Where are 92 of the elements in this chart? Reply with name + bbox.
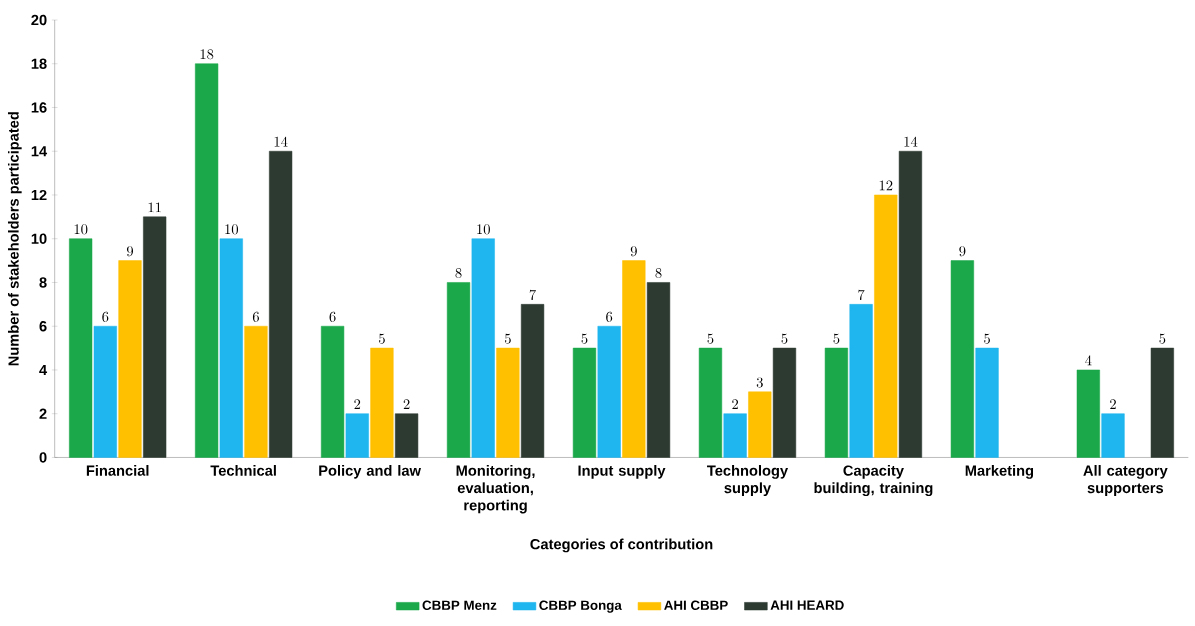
bar — [345, 413, 369, 458]
data-label: 8 — [455, 268, 462, 279]
data-label: 6 — [102, 312, 109, 323]
bar — [748, 391, 772, 458]
data-label: 7 — [529, 290, 536, 301]
data-label: 10 — [225, 224, 239, 235]
bar — [849, 304, 873, 458]
bar — [898, 151, 923, 458]
legend-label: CBBP Bonga — [539, 600, 622, 613]
bar — [446, 282, 471, 458]
data-label: 5 — [581, 333, 588, 344]
x-tick-label: Technology supply — [707, 465, 789, 497]
legend-label: AHI CBBP — [664, 600, 728, 611]
x-tick-label: Policy and law — [319, 465, 421, 479]
data-label: 6 — [252, 312, 259, 323]
y-axis-title: Number of stakeholders participated — [7, 112, 22, 366]
data-label: 5 — [833, 333, 840, 344]
y-tick-label: 18 — [31, 58, 47, 70]
x-tick-label: Input supply — [578, 465, 666, 479]
bar — [93, 326, 117, 458]
y-tick-label: 10 — [31, 233, 47, 245]
x-tick-label: Marketing — [965, 465, 1034, 480]
data-label: 9 — [959, 246, 966, 257]
y-tick-label: 8 — [39, 277, 47, 288]
bar — [597, 326, 621, 458]
y-tick-label: 2 — [39, 408, 47, 420]
data-label: 10 — [477, 224, 490, 235]
bar — [772, 348, 797, 458]
data-label: 5 — [781, 333, 788, 344]
bar — [496, 348, 520, 458]
bar — [1076, 369, 1100, 458]
data-label: 5 — [1159, 333, 1166, 344]
legend-label: CBBP Menz — [422, 600, 497, 611]
bar — [1101, 413, 1125, 458]
bar — [69, 238, 93, 458]
data-label: 2 — [1110, 399, 1116, 410]
bar — [520, 304, 545, 458]
y-tick-label: 6 — [39, 321, 47, 332]
data-label: 4 — [1085, 355, 1092, 366]
bar — [395, 413, 419, 458]
data-label: 5 — [504, 333, 511, 344]
bar — [698, 348, 723, 458]
data-label: 2 — [403, 399, 410, 410]
data-label: 11 — [148, 202, 161, 213]
bar — [622, 260, 646, 458]
bar — [195, 63, 219, 458]
bar — [118, 260, 142, 458]
data-label: 14 — [274, 136, 288, 147]
bar — [1150, 348, 1174, 458]
data-label: 3 — [756, 377, 763, 388]
y-tick-label: 20 — [31, 15, 47, 26]
data-label: 5 — [379, 333, 385, 344]
bar — [723, 413, 747, 458]
data-label: 18 — [200, 49, 214, 60]
bar — [269, 151, 293, 458]
x-tick-label: Monitoring, evaluation, reporting — [456, 465, 535, 514]
data-label: 12 — [879, 180, 893, 191]
bar — [824, 348, 849, 458]
bar — [975, 348, 999, 458]
data-label: 2 — [732, 399, 739, 410]
data-label: 5 — [984, 333, 990, 344]
x-axis-title: Categories of contribution — [530, 538, 713, 553]
data-label: 7 — [858, 290, 865, 301]
data-label: 14 — [904, 136, 918, 147]
bar — [646, 282, 671, 458]
data-label: 8 — [655, 268, 662, 279]
bar — [244, 326, 268, 458]
bar — [950, 260, 974, 458]
x-tick-label: Capacity building, training — [814, 465, 933, 497]
bar — [874, 194, 898, 458]
bar — [471, 238, 495, 458]
data-label: 9 — [630, 246, 637, 257]
bar — [219, 238, 243, 458]
data-label: 6 — [606, 312, 613, 323]
bar — [320, 326, 345, 458]
bar — [143, 216, 167, 458]
y-tick-label: 12 — [31, 190, 47, 201]
legend-label: AHI HEARD — [770, 600, 844, 611]
data-label: 5 — [707, 333, 714, 344]
y-tick-label: 16 — [31, 102, 47, 113]
data-label: 2 — [354, 399, 361, 410]
bar — [572, 348, 597, 458]
x-tick-label: All category supporters — [1083, 465, 1168, 497]
x-tick-label: Technical — [210, 465, 276, 477]
y-tick-label: 14 — [31, 146, 48, 157]
bar — [370, 348, 394, 458]
data-label: 6 — [329, 312, 336, 323]
y-tick-label: 4 — [39, 365, 48, 376]
data-label: 10 — [74, 224, 88, 235]
x-tick-label: Financial — [86, 465, 149, 477]
y-tick-label: 0 — [39, 452, 47, 463]
data-label: 9 — [126, 246, 134, 257]
